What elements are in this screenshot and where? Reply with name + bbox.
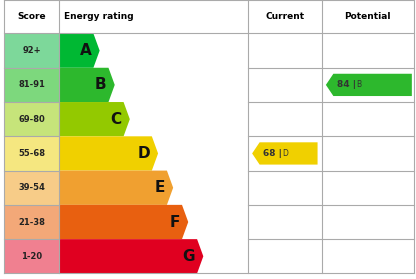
Bar <box>4 68 59 102</box>
Polygon shape <box>59 205 188 239</box>
Text: Energy rating: Energy rating <box>64 12 133 21</box>
Polygon shape <box>59 239 203 273</box>
Polygon shape <box>59 33 100 68</box>
Bar <box>4 0 414 33</box>
Bar <box>4 205 59 239</box>
Polygon shape <box>59 136 158 170</box>
Text: 39-54: 39-54 <box>18 183 45 192</box>
Text: 1-20: 1-20 <box>21 252 42 261</box>
Text: A: A <box>79 43 92 58</box>
Text: 92+: 92+ <box>22 46 41 55</box>
Text: F: F <box>170 215 180 230</box>
Text: Score: Score <box>17 12 46 21</box>
Text: 81-91: 81-91 <box>18 80 45 89</box>
Bar <box>4 33 59 68</box>
Polygon shape <box>59 102 130 136</box>
Text: B: B <box>95 77 106 92</box>
Text: 21-38: 21-38 <box>18 218 45 227</box>
Polygon shape <box>59 68 115 102</box>
Bar <box>4 170 59 205</box>
Text: G: G <box>183 249 195 264</box>
Text: 69-80: 69-80 <box>18 115 45 124</box>
Text: 68 |: 68 | <box>263 149 282 158</box>
Text: 84 |: 84 | <box>337 80 356 89</box>
Polygon shape <box>326 74 412 96</box>
Text: D: D <box>137 146 150 161</box>
Text: 55-68: 55-68 <box>18 149 45 158</box>
Text: Potential: Potential <box>344 12 391 21</box>
Bar <box>4 136 59 170</box>
Text: E: E <box>154 180 165 195</box>
Bar <box>4 102 59 136</box>
Text: D: D <box>282 149 288 158</box>
Polygon shape <box>252 142 317 165</box>
Bar <box>4 239 59 273</box>
Polygon shape <box>59 170 173 205</box>
Text: C: C <box>110 112 121 127</box>
Text: Current: Current <box>265 12 305 21</box>
Text: B: B <box>356 80 362 89</box>
